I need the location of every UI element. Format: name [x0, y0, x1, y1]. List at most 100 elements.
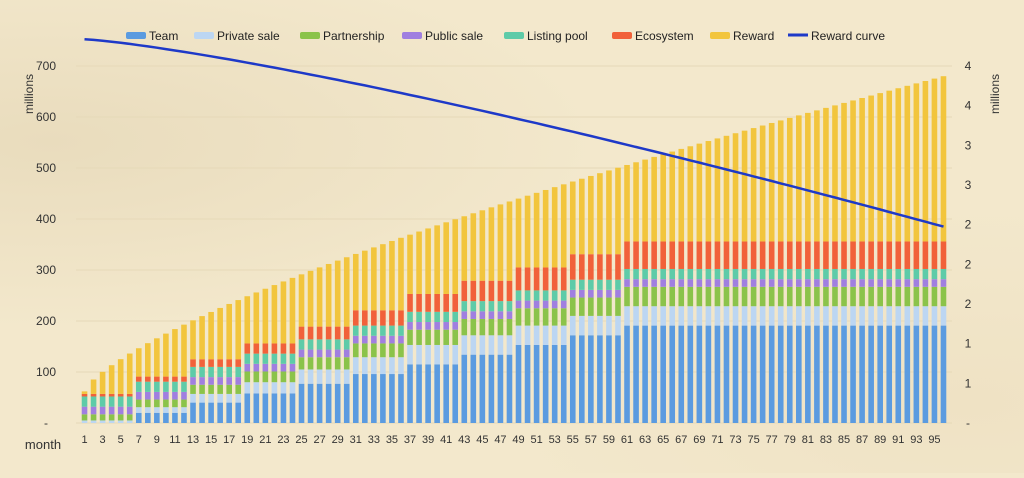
- bar-segment: [560, 267, 567, 291]
- bar-segment: [389, 325, 395, 336]
- x-tick-label: 15: [205, 434, 217, 446]
- bar-segment: [750, 306, 757, 326]
- bar-segment: [588, 297, 594, 316]
- bar-segment: [271, 371, 278, 383]
- bar-segment: [425, 293, 431, 312]
- bar-segment: [470, 213, 477, 281]
- bar-segment: [190, 384, 196, 394]
- bar-segment: [135, 381, 142, 392]
- bar-segment: [660, 268, 666, 280]
- bar-month-31: [352, 253, 359, 423]
- bar-month-80: [796, 115, 802, 423]
- bar-segment: [163, 399, 169, 408]
- bar-segment: [651, 268, 657, 280]
- bar-segment: [181, 391, 187, 400]
- bar-segment: [307, 349, 314, 358]
- x-tick-label: 35: [386, 434, 398, 446]
- bar-month-78: [777, 120, 784, 423]
- bar-segment: [814, 268, 820, 280]
- bar-segment: [714, 241, 721, 269]
- bar-segment: [434, 293, 440, 312]
- bar-segment: [841, 279, 847, 287]
- bar-segment: [479, 280, 486, 302]
- bar-segment: [253, 382, 260, 394]
- bar-segment: [199, 384, 205, 394]
- bar-segment: [497, 318, 504, 336]
- x-tick-label: 3: [100, 434, 106, 446]
- bar-month-17: [226, 303, 232, 423]
- bar-month-64: [651, 156, 657, 423]
- y-left-tick-label: 400: [36, 212, 56, 226]
- bar-segment: [515, 267, 522, 291]
- bar-month-6: [126, 353, 133, 423]
- legend-swatch: [504, 32, 524, 39]
- bar-segment: [90, 414, 97, 421]
- bar-segment: [696, 143, 703, 242]
- bar-segment: [506, 335, 513, 355]
- bar-segment: [560, 300, 567, 309]
- legend-item: Public sale: [402, 29, 483, 43]
- bar-segment: [343, 339, 350, 350]
- bar-segment: [922, 80, 929, 242]
- bar-segment: [217, 402, 223, 423]
- bar-segment: [217, 366, 223, 378]
- bar-segment: [479, 210, 486, 281]
- bar-segment: [298, 357, 305, 370]
- bar-segment: [524, 344, 531, 423]
- bar-month-13: [190, 320, 196, 423]
- bar-segment: [696, 306, 703, 326]
- bar-month-65: [660, 154, 666, 423]
- bar-month-94: [922, 80, 929, 423]
- bar-segment: [515, 290, 522, 301]
- bar-segment: [759, 125, 766, 242]
- bar-month-27: [316, 267, 323, 423]
- bar-segment: [488, 280, 495, 302]
- bar-segment: [796, 306, 802, 326]
- bar-segment: [497, 204, 504, 281]
- legend-swatch: [612, 32, 632, 39]
- bar-segment: [343, 383, 350, 423]
- bar-segment: [759, 279, 766, 287]
- bar-segment: [316, 267, 323, 327]
- bar-segment: [597, 315, 603, 336]
- bar-segment: [316, 339, 323, 350]
- bar-segment: [262, 288, 269, 344]
- bar-segment: [687, 268, 694, 280]
- bar-segment: [371, 357, 377, 375]
- bar-segment: [154, 399, 160, 408]
- bar-segment: [551, 308, 558, 326]
- bar-month-93: [913, 83, 920, 423]
- bar-segment: [515, 198, 522, 268]
- bar-segment: [398, 357, 404, 375]
- bar-segment: [732, 279, 739, 287]
- x-tick-label: 41: [440, 434, 452, 446]
- bar-segment: [814, 110, 820, 242]
- x-tick-label: 59: [603, 434, 615, 446]
- bar-segment: [696, 325, 703, 423]
- bar-segment: [154, 407, 160, 413]
- bar-month-95: [931, 78, 938, 423]
- bar-segment: [434, 322, 440, 330]
- bar-segment: [443, 222, 449, 294]
- bar-segment: [244, 371, 251, 383]
- x-tick-label: 93: [910, 434, 922, 446]
- bar-segment: [325, 383, 332, 423]
- bar-month-61: [624, 164, 630, 423]
- legend-label: Listing pool: [527, 29, 588, 43]
- bar-segment: [90, 420, 97, 423]
- bar-segment: [244, 363, 251, 372]
- bar-segment: [615, 315, 621, 336]
- bar-segment: [606, 279, 612, 290]
- bar-segment: [895, 268, 902, 280]
- bar-segment: [579, 297, 585, 316]
- bar-segment: [786, 325, 793, 423]
- bar-segment: [705, 279, 712, 287]
- bar-segment: [777, 279, 784, 287]
- x-tick-label: 63: [639, 434, 651, 446]
- bar-segment: [922, 286, 929, 307]
- bar-segment: [90, 379, 97, 394]
- bar-segment: [108, 420, 115, 423]
- bar-segment: [407, 293, 413, 312]
- bar-segment: [181, 407, 187, 413]
- bar-segment: [705, 306, 712, 326]
